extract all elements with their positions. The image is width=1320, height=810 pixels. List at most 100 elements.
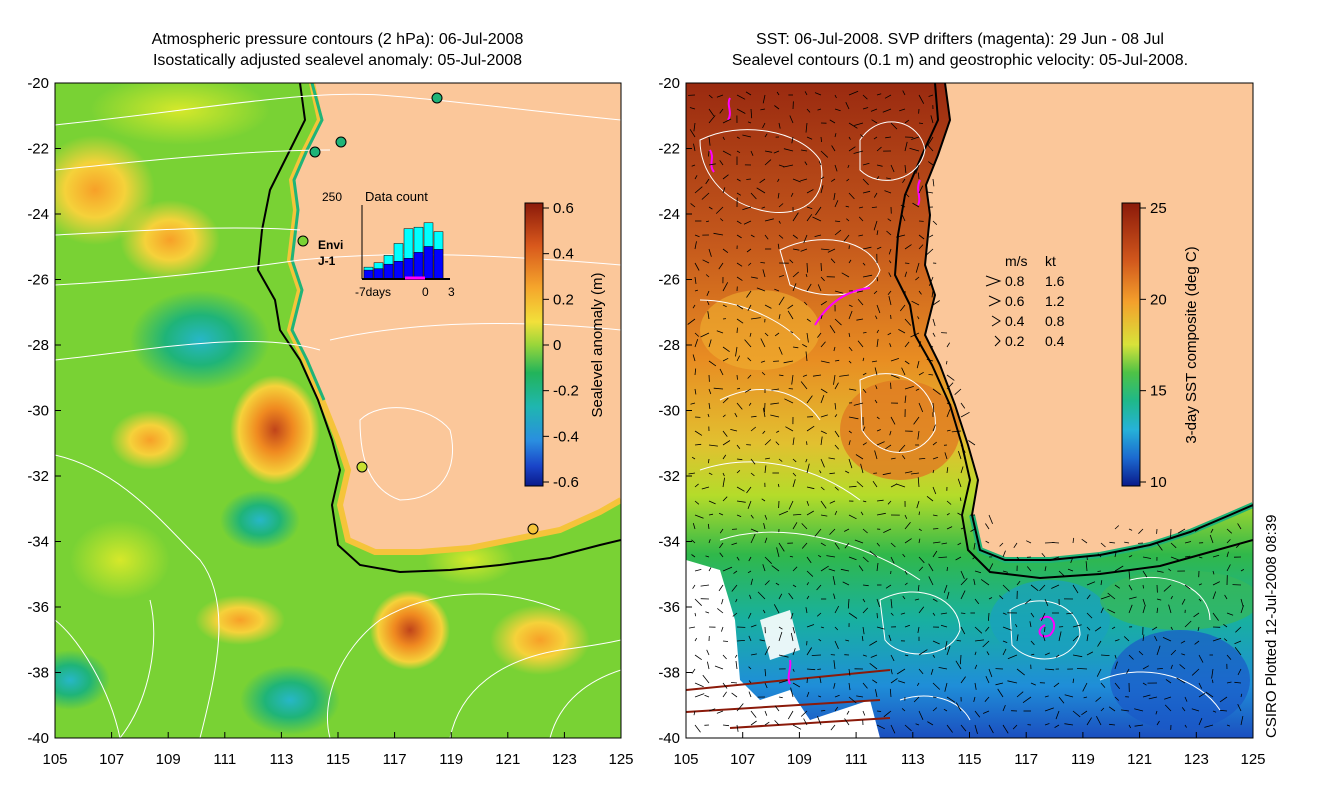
velocity-arrow (749, 594, 752, 600)
velocity-arrow (820, 500, 827, 509)
velocity-arrow (719, 160, 724, 166)
velocity-arrow (890, 122, 898, 130)
velocity-arrow (941, 542, 948, 545)
velocity-arrow (848, 440, 851, 446)
velocity-arrow (805, 607, 808, 614)
velocity-arrow (1240, 569, 1244, 572)
velocity-arrow (988, 724, 994, 734)
velocity-arrow (1156, 645, 1161, 656)
x-tick-label: 121 (1127, 751, 1152, 768)
velocity-arrow (720, 218, 724, 222)
velocity-arrow (845, 102, 850, 110)
velocity-arrow (848, 136, 851, 140)
velocity-arrow (706, 290, 710, 296)
velocity-arrow (984, 696, 990, 702)
velocity-arrow (853, 150, 864, 154)
velocity-arrow (1165, 679, 1172, 684)
velocity-arrow (844, 542, 850, 549)
velocity-arrow (848, 612, 858, 619)
velocity-arrow (1234, 646, 1242, 656)
velocity-arrow (764, 710, 768, 716)
velocity-arrow (946, 513, 950, 516)
velocity-arrow (857, 298, 864, 306)
velocity-arrow (1053, 682, 1060, 688)
velocity-arrow (1100, 682, 1106, 688)
velocity-arrow (890, 483, 898, 488)
velocity-arrow (792, 584, 797, 588)
velocity-arrow (1042, 634, 1046, 642)
velocity-arrow (899, 304, 906, 312)
velocity-arrow (1044, 723, 1050, 726)
velocity-arrow (904, 271, 907, 278)
velocity-arrow (873, 192, 878, 198)
velocity-arrow (762, 430, 766, 434)
velocity-arrow (988, 668, 993, 678)
velocity-arrow (778, 164, 785, 168)
velocity-arrow (862, 426, 866, 432)
velocity-arrow (938, 667, 948, 670)
velocity-arrow (860, 463, 864, 474)
velocity-arrow (691, 554, 696, 558)
velocity-arrow (756, 187, 766, 194)
velocity-arrow (834, 290, 844, 294)
velocity-arrow (692, 522, 696, 530)
velocity-arrow (940, 624, 948, 628)
velocity-arrow (874, 450, 878, 460)
velocity-arrow (716, 94, 724, 98)
velocity-arrow (829, 472, 836, 475)
velocity-arrow (890, 668, 893, 675)
velocity-arrow (759, 639, 766, 642)
velocity-arrow (873, 136, 878, 140)
velocity-arrow (1044, 695, 1049, 698)
velocity-arrow (1197, 626, 1200, 631)
velocity-arrow (848, 416, 859, 420)
velocity-arrow (820, 315, 823, 320)
velocity-arrow (1156, 607, 1159, 614)
x-tick-label: 123 (1184, 751, 1209, 768)
velocity-arrow (693, 143, 696, 152)
velocity-arrow (736, 192, 742, 196)
velocity-arrow (834, 706, 839, 712)
velocity-arrow (1240, 693, 1243, 698)
velocity-arrow (834, 430, 840, 438)
velocity-arrow (1072, 654, 1083, 658)
velocity-arrow (694, 241, 697, 250)
velocity-arrow (722, 248, 729, 254)
velocity-arrow (1181, 598, 1186, 605)
velocity-arrow (862, 357, 865, 362)
y-tick-label: -24 (27, 206, 49, 223)
velocity-legend-ms: 0.8 (1005, 273, 1025, 289)
velocity-arrow (736, 136, 740, 139)
velocity-arrow (1022, 696, 1032, 704)
velocity-arrow (1142, 556, 1152, 559)
velocity-arrow (791, 374, 794, 385)
right-colorbar-label: 3-day SST composite (deg C) (1183, 246, 1200, 443)
velocity-arrow (1107, 592, 1116, 600)
velocity-legend-ms: 0.2 (1005, 333, 1025, 349)
velocity-arrow (960, 570, 965, 579)
right-title-line2: Sealevel contours (0.1 m) and geostrophi… (731, 52, 1189, 69)
velocity-arrow (690, 402, 696, 405)
velocity-arrow (833, 660, 836, 670)
velocity-arrow (834, 510, 838, 516)
velocity-arrow (778, 374, 784, 377)
velocity-arrow (749, 332, 752, 337)
velocity-arrow (1002, 612, 1007, 615)
velocity-arrow (1002, 648, 1007, 656)
velocity-arrow (774, 705, 780, 712)
inset-bar-j1 (433, 249, 444, 280)
velocity-arrow (873, 290, 878, 295)
velocity-arrow (694, 693, 705, 698)
velocity-arrow (1142, 598, 1146, 606)
velocity-arrow (722, 357, 729, 362)
y-tick-label: -28 (658, 337, 680, 354)
inset-x-right: 3 (448, 285, 455, 299)
velocity-arrow (762, 407, 766, 418)
y-tick-label: -20 (27, 75, 49, 92)
velocity-arrow (776, 430, 780, 433)
velocity-arrow (960, 626, 966, 635)
velocity-arrow (834, 133, 837, 138)
velocity-arrow (1223, 623, 1228, 628)
velocity-arrow (806, 206, 813, 210)
velocity-arrow (915, 723, 920, 726)
